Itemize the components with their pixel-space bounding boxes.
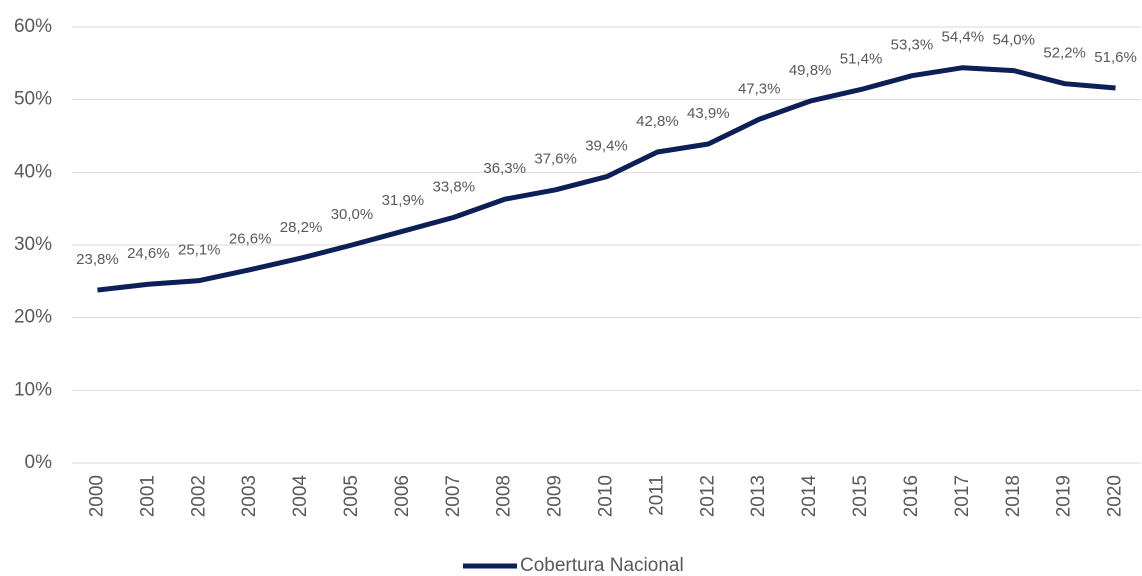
data-label: 53,3% [891, 37, 934, 54]
data-label: 30,0% [331, 206, 374, 223]
x-tick-label: 2001 [137, 475, 158, 517]
x-tick-label: 2019 [1054, 475, 1075, 517]
y-tick-label: 40% [14, 161, 52, 182]
y-tick-label: 30% [14, 234, 52, 255]
x-tick-label: 2009 [545, 475, 566, 517]
x-tick-label: 2017 [952, 475, 973, 517]
x-tick-label: 2007 [443, 475, 464, 517]
x-tick-label: 2000 [86, 475, 107, 517]
data-label: 54,0% [992, 32, 1035, 49]
x-tick-label: 2015 [850, 475, 871, 517]
legend-label: Cobertura Nacional [520, 555, 684, 576]
data-label: 47,3% [738, 80, 781, 97]
y-tick-label: 20% [14, 307, 52, 328]
x-tick-label: 2008 [494, 475, 515, 517]
x-tick-label: 2011 [646, 475, 667, 516]
data-label: 33,8% [433, 178, 476, 195]
data-label: 23,8% [76, 251, 119, 268]
x-tick-label: 2006 [392, 475, 413, 517]
y-tick-label: 10% [14, 379, 52, 400]
data-label: 28,2% [280, 219, 323, 236]
x-tick-label: 2018 [1003, 475, 1024, 517]
data-label: 37,6% [534, 151, 577, 168]
x-tick-label: 2005 [341, 475, 362, 517]
data-label: 52,2% [1043, 45, 1086, 62]
data-label: 51,6% [1094, 49, 1137, 66]
x-tick-label: 2012 [697, 475, 718, 517]
x-tick-label: 2003 [239, 475, 260, 517]
y-tick-label: 50% [14, 89, 52, 110]
series-line [97, 65, 1116, 293]
data-label: 31,9% [382, 192, 425, 209]
x-tick-label: 2013 [748, 475, 769, 517]
x-tick-label: 2016 [901, 475, 922, 517]
x-tick-label: 2010 [596, 475, 617, 517]
x-tick-label: 2020 [1105, 475, 1126, 517]
data-label: 54,4% [942, 29, 985, 46]
data-label: 43,9% [687, 105, 730, 122]
x-tick-label: 2002 [188, 475, 209, 517]
y-tick-label: 60% [14, 16, 52, 37]
x-tick-label: 2004 [290, 475, 311, 518]
x-tick-label: 2014 [799, 475, 820, 518]
data-label: 39,4% [585, 138, 628, 155]
data-label: 42,8% [636, 113, 679, 130]
data-label: 26,6% [229, 231, 272, 248]
data-label: 51,4% [840, 50, 883, 67]
data-label: 25,1% [178, 242, 221, 259]
data-label: 49,8% [789, 62, 832, 79]
data-label: 36,3% [483, 160, 526, 177]
data-label: 24,6% [127, 245, 170, 262]
y-tick-label: 0% [25, 452, 53, 473]
